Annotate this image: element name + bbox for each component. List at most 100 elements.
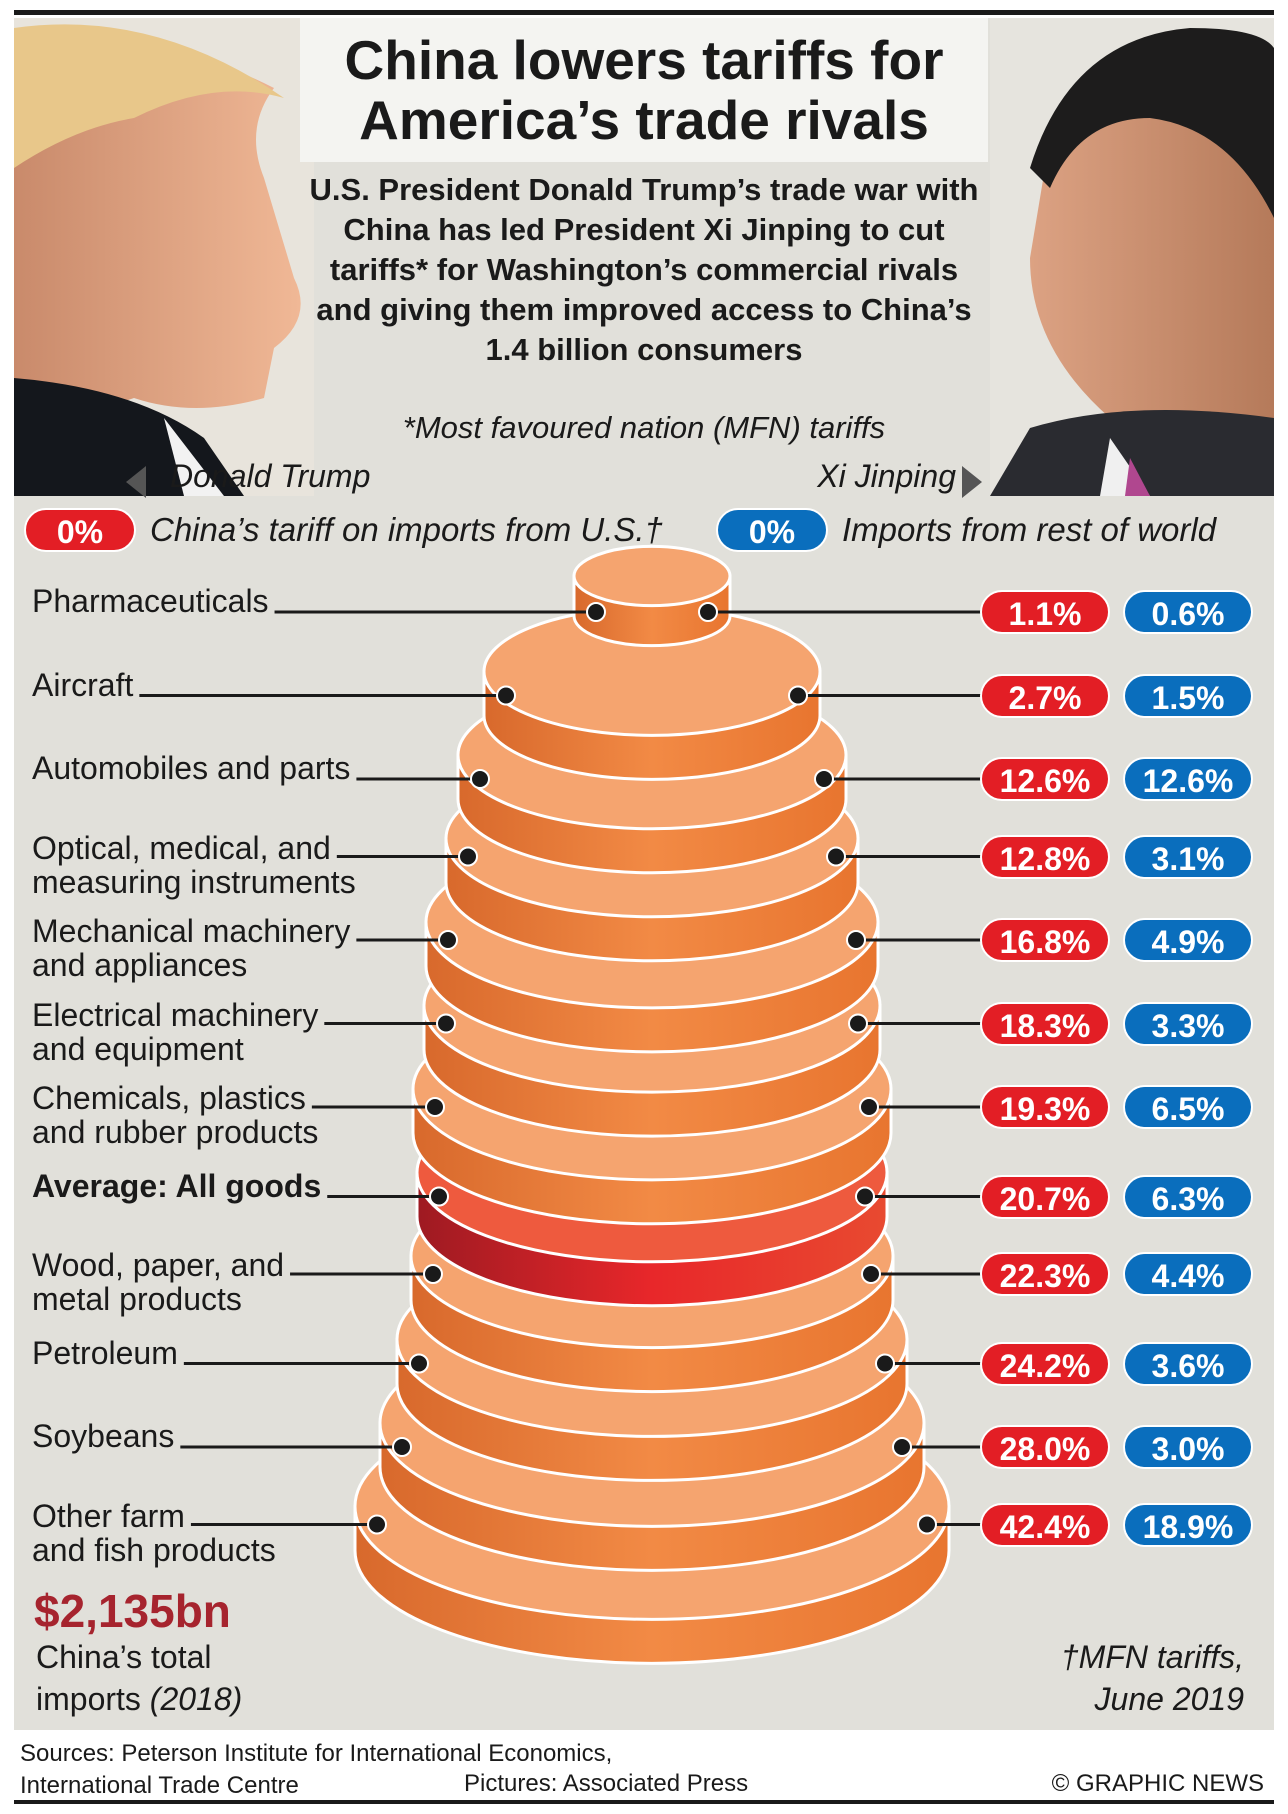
marker-dot — [436, 1013, 456, 1034]
marker-dot — [458, 846, 478, 867]
row-label: Average: All goods — [32, 1169, 321, 1203]
mfn-footnote: *Most favoured nation (MFN) tariffs — [402, 410, 886, 445]
marker-dot — [875, 1353, 895, 1374]
legend-us: 0% China’s tariff on imports from U.S.† — [24, 508, 663, 552]
legend-us-label: China’s tariff on imports from U.S.† — [150, 511, 663, 548]
row-label: Electrical machinery and equipment — [32, 998, 318, 1066]
row-label-line: Optical, medical, and — [32, 829, 331, 866]
bottom-rule — [14, 1800, 1274, 1804]
picture-credit: Pictures: Associated Press — [464, 1770, 749, 1797]
row-label: Aircraft — [32, 668, 133, 702]
us-tariff-pill: 18.3% — [980, 1001, 1110, 1046]
row-label-line: and appliances — [32, 947, 248, 983]
row-label-line: Petroleum — [32, 1334, 178, 1371]
title-box — [300, 18, 988, 162]
row-label-line: Electrical machinery — [32, 996, 319, 1033]
us-tariff-pill: 16.8% — [980, 918, 1110, 962]
row-label: Wood, paper, and metal products — [32, 1248, 284, 1316]
marker-dot — [848, 1013, 868, 1034]
donald-trump-photo — [14, 18, 314, 496]
marker-dot — [855, 1186, 875, 1207]
marker-dot — [392, 1437, 412, 1457]
left-pointer-icon — [126, 466, 146, 498]
marker-dot — [892, 1437, 912, 1457]
marker-dot — [846, 930, 866, 950]
sources: Sources: Peterson Institute for Internat… — [20, 1738, 612, 1802]
subtitle: U.S. President Donald Trump’s trade war … — [309, 172, 979, 367]
total-imports-caption: China’s total imports (2018) — [36, 1636, 242, 1720]
world-tariff-pill: 1.5% — [1123, 673, 1253, 718]
marker-dot — [826, 846, 846, 867]
marker-dot — [698, 602, 718, 622]
us-tariff-pill: 22.3% — [980, 1252, 1110, 1296]
mfn-note-line2: June 2019 — [1094, 1681, 1244, 1717]
row-label-line: Automobiles and parts — [32, 750, 351, 786]
legend-world: 0% Imports from rest of world — [716, 508, 1216, 552]
tariff-disc — [572, 544, 732, 648]
total-imports-value: $2,135bn — [34, 1585, 231, 1637]
world-tariff-pill: 6.5% — [1123, 1085, 1253, 1129]
row-label: Petroleum — [32, 1336, 178, 1370]
marker-dot — [917, 1514, 937, 1535]
marker-dot — [496, 685, 516, 706]
us-tariff-pill: 1.1% — [980, 590, 1110, 634]
row-label-line: and equipment — [32, 1030, 244, 1067]
marker-dot — [586, 602, 606, 622]
row-label: Pharmaceuticals — [32, 584, 269, 618]
world-tariff-pill: 0.6% — [1123, 590, 1253, 634]
world-tariff-pill: 12.6% — [1123, 757, 1253, 801]
us-tariff-pill: 19.3% — [980, 1085, 1110, 1129]
total-caption-line1: China’s total — [36, 1639, 212, 1675]
legend-world-pill: 0% — [716, 508, 828, 552]
row-label-line: Other farm — [32, 1497, 185, 1534]
world-tariff-pill: 4.9% — [1123, 918, 1253, 962]
row-label: Automobiles and parts — [32, 751, 350, 785]
legend-us-pill: 0% — [24, 508, 136, 552]
total-caption-year: (2018) — [149, 1681, 243, 1717]
marker-dot — [367, 1514, 387, 1535]
us-tariff-pill: 12.6% — [980, 757, 1110, 801]
marker-dot — [429, 1186, 449, 1207]
row-label-line: and rubber products — [32, 1114, 319, 1150]
us-tariff-pill: 12.8% — [980, 834, 1110, 879]
mfn-date-note: †MFN tariffs, June 2019 — [1061, 1636, 1244, 1720]
world-tariff-pill: 3.1% — [1123, 834, 1253, 879]
row-label-line: Soybeans — [32, 1418, 175, 1454]
marker-dot — [438, 930, 458, 950]
world-tariff-pill: 3.3% — [1123, 1001, 1253, 1046]
xi-jinping-photo — [990, 18, 1274, 496]
world-tariff-pill: 3.0% — [1123, 1425, 1253, 1469]
legend-world-label: Imports from rest of world — [842, 511, 1217, 548]
xi-caption: Xi Jinping — [817, 458, 956, 494]
marker-dot — [409, 1353, 429, 1374]
row-label-line: Wood, paper, and — [32, 1247, 285, 1283]
world-tariff-pill: 18.9% — [1123, 1502, 1253, 1547]
sources-line1: Sources: Peterson Institute for Internat… — [20, 1740, 613, 1767]
tariff-disc — [482, 606, 822, 781]
total-caption-line2: imports (2018) — [36, 1678, 242, 1720]
marker-dot — [861, 1264, 881, 1284]
mfn-note-line1: †MFN tariffs, — [1060, 1639, 1244, 1675]
marker-dot — [814, 769, 834, 789]
right-pointer-icon — [962, 466, 982, 498]
trump-caption: Donald Trump — [170, 458, 371, 494]
marker-dot — [859, 1097, 879, 1117]
marker-dot — [470, 769, 490, 789]
world-tariff-pill: 3.6% — [1123, 1341, 1253, 1386]
marker-dot — [423, 1264, 443, 1284]
top-rule — [14, 10, 1274, 15]
row-label: Chemicals, plastics and rubber products — [32, 1081, 318, 1149]
world-tariff-pill: 4.4% — [1123, 1252, 1253, 1296]
row-label-line: measuring instruments — [32, 863, 356, 900]
us-tariff-pill: 42.4% — [980, 1502, 1110, 1547]
row-label-line: and fish products — [32, 1531, 276, 1568]
marker-dot — [788, 685, 808, 706]
row-label-line: Mechanical machinery — [32, 913, 351, 949]
us-tariff-pill: 28.0% — [980, 1425, 1110, 1469]
world-tariff-pill: 6.3% — [1123, 1174, 1253, 1219]
row-label-line: Chemicals, plastics — [32, 1080, 306, 1116]
us-tariff-pill: 20.7% — [980, 1174, 1110, 1219]
row-label: Mechanical machinery and appliances — [32, 914, 350, 982]
copyright: © GRAPHIC NEWS — [1051, 1770, 1264, 1797]
